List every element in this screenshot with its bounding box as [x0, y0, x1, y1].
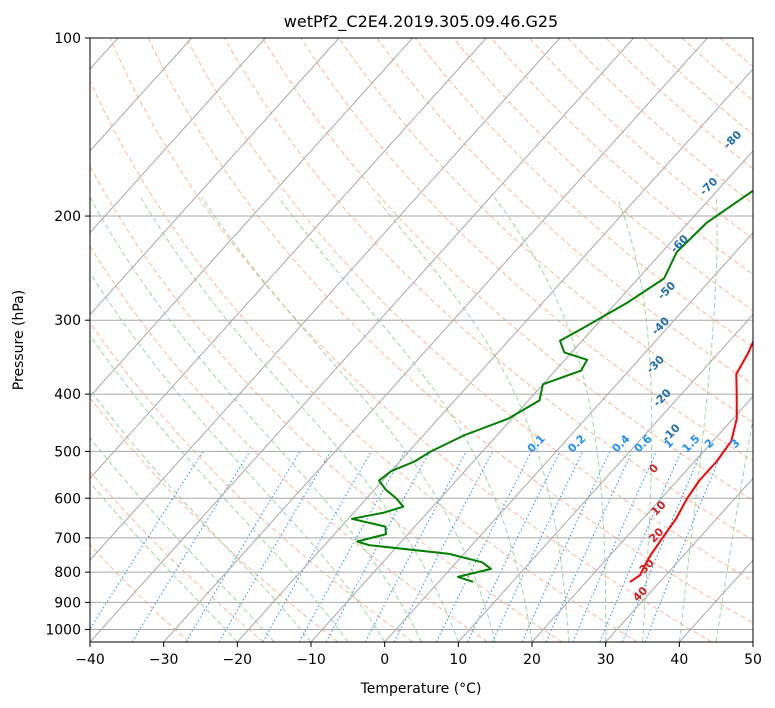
moist-adiabat-line	[90, 271, 386, 642]
y-tick-label: 1000	[45, 622, 81, 638]
isotherm-line	[457, 313, 753, 642]
dry-adiabat-line	[185, 38, 753, 582]
mixing-ratio-line	[621, 451, 703, 642]
mixing-ratio-label: 4	[750, 436, 765, 451]
dry-adiabat-line	[262, 38, 753, 501]
temperature-profile-line	[629, 339, 753, 583]
dry-adiabat-line	[90, 79, 638, 642]
x-tick-label: −20	[223, 652, 253, 668]
dry-adiabat-line	[109, 38, 712, 642]
y-tick-label: 800	[54, 565, 81, 581]
x-tick-label: −10	[296, 652, 326, 668]
isotherm-line	[90, 38, 340, 316]
chart-title: wetPf2_C2E4.2019.305.09.46.G25	[284, 12, 558, 32]
moist-adiabat-line	[375, 197, 570, 642]
mixing-ratio-line	[298, 451, 406, 642]
dry-adiabat-line	[147, 38, 753, 624]
moist-adiabat-line	[90, 437, 275, 642]
moist-adiabat-line	[678, 197, 718, 642]
x-tick-label: 10	[449, 652, 467, 668]
dry-adiabat-line	[567, 38, 753, 205]
dewpoint-profile-line	[350, 189, 753, 583]
y-tick-label: 700	[54, 531, 81, 547]
x-tick-label: 50	[744, 652, 762, 668]
mixing-ratio-line	[435, 451, 532, 642]
moist-adiabat-line	[90, 388, 312, 642]
moist-adiabat-line	[616, 197, 653, 642]
moist-adiabat-line	[90, 334, 349, 642]
dry-adiabat-line	[90, 396, 339, 642]
moist-adiabat-line	[140, 197, 459, 642]
isotherm-line	[605, 477, 753, 642]
y-axis-label: Pressure (hPa)	[11, 290, 27, 390]
dry-adiabat-line	[90, 245, 488, 642]
isotherm-line	[90, 38, 561, 561]
isotherm-line	[236, 68, 753, 642]
moist-adiabat-line	[715, 416, 753, 642]
isotherm-line	[90, 38, 192, 152]
isotherm-line	[90, 38, 487, 480]
dry-adiabat-line	[90, 322, 414, 642]
x-tick-label: 40	[670, 652, 688, 668]
isotherm-line	[310, 150, 753, 642]
y-tick-label: 500	[54, 444, 81, 460]
moist-adiabat-line	[201, 197, 496, 642]
x-axis-label: Temperature (°C)	[360, 681, 482, 697]
x-tick-label: −30	[149, 652, 179, 668]
dry-adiabat-line	[376, 38, 753, 386]
mixing-ratio-line	[262, 451, 372, 642]
isotherm-line	[90, 38, 413, 398]
x-tick-label: −40	[75, 652, 105, 668]
mixing-ratio-line	[599, 451, 682, 642]
moist-adiabat-line	[494, 197, 607, 642]
mixing-ratio-line	[90, 451, 204, 630]
x-tick-label: 30	[597, 652, 615, 668]
plot-frame	[89, 37, 754, 643]
y-tick-label: 100	[54, 31, 81, 47]
y-tick-label: 300	[54, 313, 81, 329]
isotherm-line	[90, 38, 634, 642]
isotherm-line	[163, 38, 708, 642]
mixing-ratio-line	[545, 451, 633, 642]
dry-adiabat-label: -90	[748, 81, 771, 104]
mixing-ratio-line	[325, 451, 431, 642]
dry-adiabat-line	[414, 38, 753, 348]
isotherm-line	[90, 38, 266, 234]
mixing-ratio-line	[644, 451, 723, 642]
x-tick-label: 0	[380, 652, 389, 668]
moist-adiabat-line	[90, 481, 238, 642]
mixing-ratio-line	[572, 451, 657, 642]
y-tick-label: 900	[54, 595, 81, 611]
isotherm-line	[384, 231, 753, 642]
x-tick-label: 20	[523, 652, 541, 668]
dry-adiabat-line	[452, 38, 753, 312]
y-tick-label: 400	[54, 387, 81, 403]
moist-adiabat-line	[90, 197, 422, 642]
dry-adiabat-line	[491, 38, 753, 276]
y-tick-label: 600	[54, 491, 81, 507]
isotherm-line	[531, 395, 753, 642]
dry-adiabat-line	[90, 165, 563, 642]
y-tick-label: 200	[54, 209, 81, 225]
moist-adiabat-line	[278, 197, 533, 642]
dry-adiabat-line	[224, 38, 753, 541]
